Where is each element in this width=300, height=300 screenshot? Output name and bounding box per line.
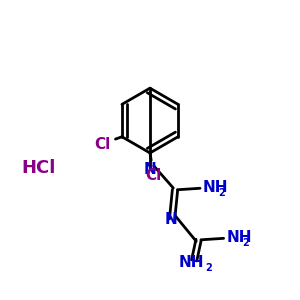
Text: NH: NH (178, 255, 204, 270)
Text: NH: NH (203, 180, 229, 195)
Text: 2: 2 (206, 263, 212, 273)
Text: N: N (164, 212, 177, 227)
Text: 2: 2 (242, 238, 249, 248)
Text: Cl: Cl (95, 136, 111, 152)
Text: 2: 2 (218, 188, 225, 198)
Text: N: N (144, 162, 156, 177)
Text: NH: NH (226, 230, 252, 245)
Text: Cl: Cl (145, 167, 161, 182)
Text: HCl: HCl (21, 159, 55, 177)
